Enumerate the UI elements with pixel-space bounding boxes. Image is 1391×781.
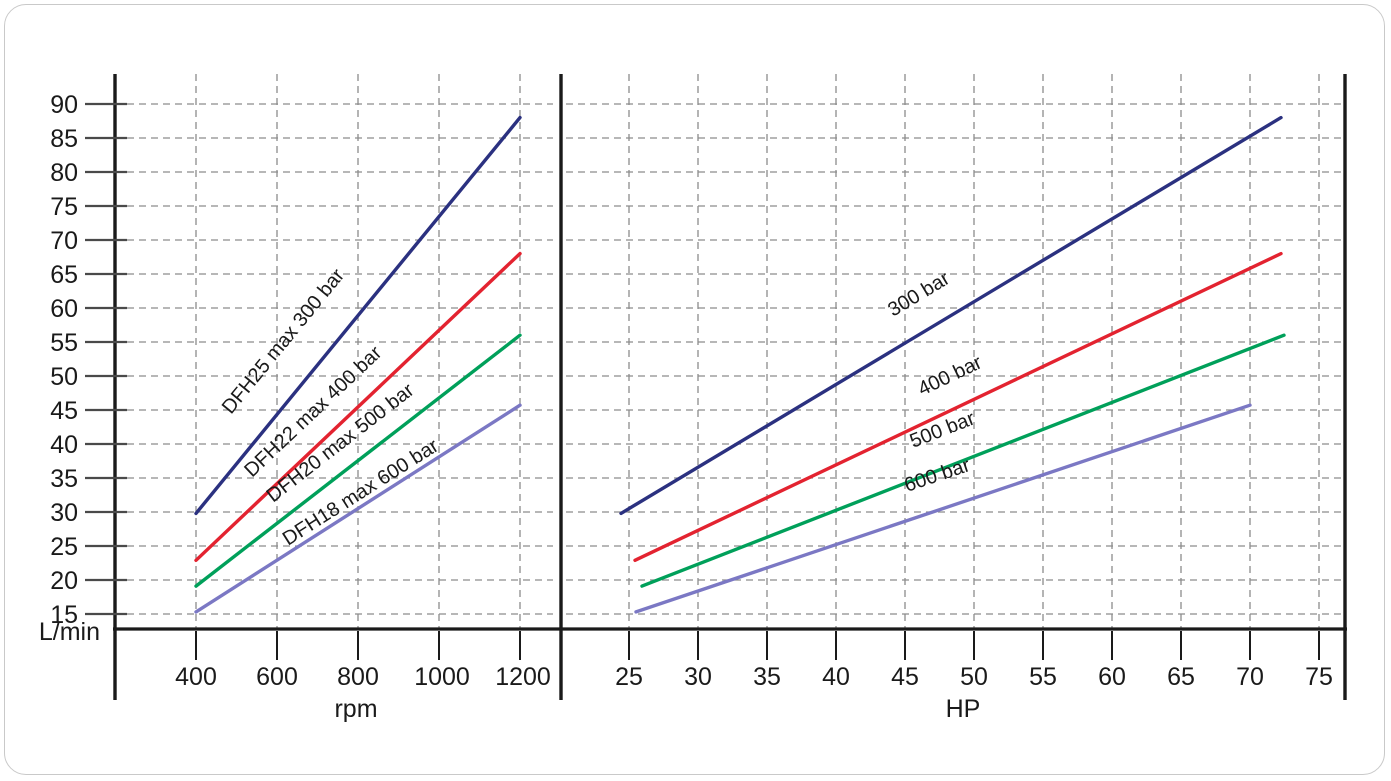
ytick-label-60: 60 — [50, 295, 78, 323]
x-axis-label-hp: HP — [946, 695, 981, 723]
ytick-label-80: 80 — [50, 159, 78, 187]
xtick-label-65: 65 — [1167, 663, 1195, 691]
right-panel-gridlines — [566, 74, 1345, 629]
ytick-label-35: 35 — [50, 465, 78, 493]
series-line-dfh20-500bar — [194, 333, 522, 588]
left-x-axis-tick-labels: 400 600 800 1000 1200 rpm — [175, 663, 551, 723]
xtick-label-400: 400 — [175, 663, 217, 691]
xtick-label-55: 55 — [1029, 663, 1057, 691]
ytick-label-15: 15 — [50, 601, 78, 629]
series-line-dfh22-400bar — [194, 251, 522, 562]
ytick-label-45: 45 — [50, 397, 78, 425]
series-line-600bar — [634, 403, 1252, 614]
xtick-label-800: 800 — [337, 663, 379, 691]
ytick-label-50: 50 — [50, 363, 78, 391]
xtick-label-1200: 1200 — [495, 663, 551, 691]
right-x-axis-tick-labels: 25 30 35 40 45 50 55 60 65 70 75 HP — [615, 663, 1333, 723]
series-line-500bar — [640, 333, 1286, 588]
right-panel-series — [619, 115, 1286, 614]
axis-lines — [113, 74, 1347, 700]
ytick-label-70: 70 — [50, 227, 78, 255]
series-label-400bar: 400 bar — [915, 351, 986, 400]
x-axis-label-rpm: rpm — [334, 695, 377, 723]
ytick-label-30: 30 — [50, 499, 78, 527]
xtick-label-600: 600 — [256, 663, 298, 691]
ytick-label-65: 65 — [50, 261, 78, 289]
y-axis-tick-labels: 90 85 80 75 70 65 60 55 50 45 40 35 30 2… — [39, 91, 100, 646]
right-x-axis-ticks — [628, 631, 1320, 660]
ytick-label-25: 25 — [50, 533, 78, 561]
ytick-label-90: 90 — [50, 91, 78, 119]
xtick-label-50: 50 — [960, 663, 988, 691]
xtick-label-45: 45 — [891, 663, 919, 691]
xtick-label-25: 25 — [615, 663, 643, 691]
ytick-label-20: 20 — [50, 567, 78, 595]
series-label-600bar: 600 bar — [902, 454, 974, 497]
xtick-label-75: 75 — [1305, 663, 1333, 691]
xtick-label-70: 70 — [1236, 663, 1264, 691]
ytick-label-75: 75 — [50, 193, 78, 221]
left-panel-series — [194, 115, 522, 614]
left-x-axis-ticks — [195, 631, 521, 660]
series-line-dfh18-600bar — [194, 403, 522, 614]
ytick-label-55: 55 — [50, 329, 78, 357]
series-line-dfh25-300bar — [194, 115, 522, 516]
xtick-label-40: 40 — [822, 663, 850, 691]
left-panel-gridlines — [115, 74, 553, 629]
series-label-dfh18-600bar: DFH18 max 600 bar — [279, 435, 443, 550]
xtick-label-30: 30 — [684, 663, 712, 691]
series-label-300bar: 300 bar — [884, 267, 954, 321]
ytick-label-40: 40 — [50, 431, 78, 459]
series-line-300bar — [619, 115, 1283, 516]
y-axis-label-lmin: L/min — [39, 618, 100, 646]
outer-frame — [4, 4, 1385, 775]
y-axis-ticks — [85, 102, 127, 616]
series-line-400bar — [633, 251, 1283, 562]
xtick-label-35: 35 — [753, 663, 781, 691]
xtick-label-60: 60 — [1098, 663, 1126, 691]
ytick-label-85: 85 — [50, 125, 78, 153]
xtick-label-1000: 1000 — [414, 663, 470, 691]
right-panel-series-labels: 300 bar 400 bar 500 bar 600 bar — [884, 267, 985, 496]
